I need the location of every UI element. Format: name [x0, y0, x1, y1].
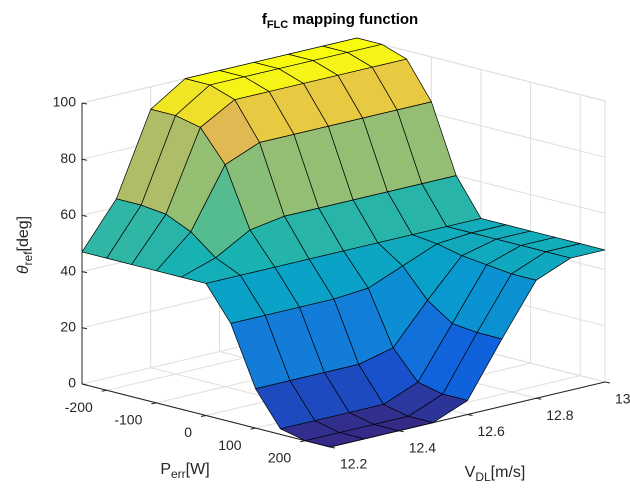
- xlabel-sub: err: [171, 467, 186, 481]
- x-tick: [101, 389, 107, 392]
- z-tick: [81, 383, 88, 386]
- z-tick-label: 40: [60, 262, 76, 278]
- x-axis-label: Perr[W]: [160, 461, 209, 481]
- z-tick: [81, 271, 88, 274]
- x-tick-label: -100: [114, 412, 142, 428]
- z-tick-label: 80: [60, 150, 76, 166]
- y-tick: [329, 446, 336, 449]
- y-tick: [604, 381, 611, 384]
- z-tick: [81, 214, 88, 217]
- ylabel-main: V: [465, 464, 476, 481]
- y-tick-label: 12.2: [340, 456, 367, 472]
- xlabel-main: P: [160, 461, 171, 478]
- z-tick-label: 0: [68, 375, 76, 391]
- ylabel-rest: [m/s]: [491, 464, 526, 481]
- xlabel-rest: [W]: [186, 461, 210, 478]
- x-tick-label: 200: [268, 449, 292, 465]
- title-main: f: [262, 11, 268, 28]
- z-tick-label: 100: [53, 94, 77, 110]
- z-tick-label: 20: [60, 319, 76, 335]
- y-tick-label: 12.6: [478, 423, 505, 439]
- title-sub: FLC: [267, 19, 288, 31]
- x-tick: [250, 427, 256, 430]
- z-tick: [81, 102, 88, 105]
- y-tick: [536, 397, 542, 400]
- z-tick: [81, 327, 88, 330]
- y-tick: [467, 414, 473, 416]
- z-tick-label: 60: [60, 206, 76, 222]
- x-tick-label: 100: [218, 437, 242, 453]
- x-tick: [200, 415, 207, 417]
- z-axis-label: θref[deg]: [15, 216, 35, 274]
- surface-patch: [304, 432, 365, 448]
- ylabel-sub: DL: [475, 470, 491, 484]
- chart-title: fFLC mapping function: [262, 11, 418, 31]
- y-tick-label: 13: [615, 391, 630, 407]
- x-tick: [151, 402, 157, 405]
- surface-layer: [81, 37, 606, 448]
- zlabel-sub: ref: [21, 251, 35, 266]
- title-rest: mapping function: [288, 11, 418, 28]
- zlabel-rest: [deg]: [15, 216, 32, 252]
- z-tick: [81, 158, 88, 161]
- label-layer: 0 20 40 60 80 100 -200 -100 0 100 200 12.2 12.4 12.6 1…: [53, 94, 630, 472]
- x-tick-label: -200: [65, 399, 93, 415]
- y-axis-label: VDL[m/s]: [465, 464, 526, 484]
- x-tick: [300, 440, 306, 443]
- zlabel-main: θ: [15, 265, 32, 274]
- box-edge: [356, 37, 606, 102]
- y-tick: [398, 430, 404, 433]
- y-tick-label: 12.8: [546, 407, 573, 423]
- x-tick-label: 0: [184, 424, 192, 440]
- y-tick-label: 12.4: [409, 439, 436, 455]
